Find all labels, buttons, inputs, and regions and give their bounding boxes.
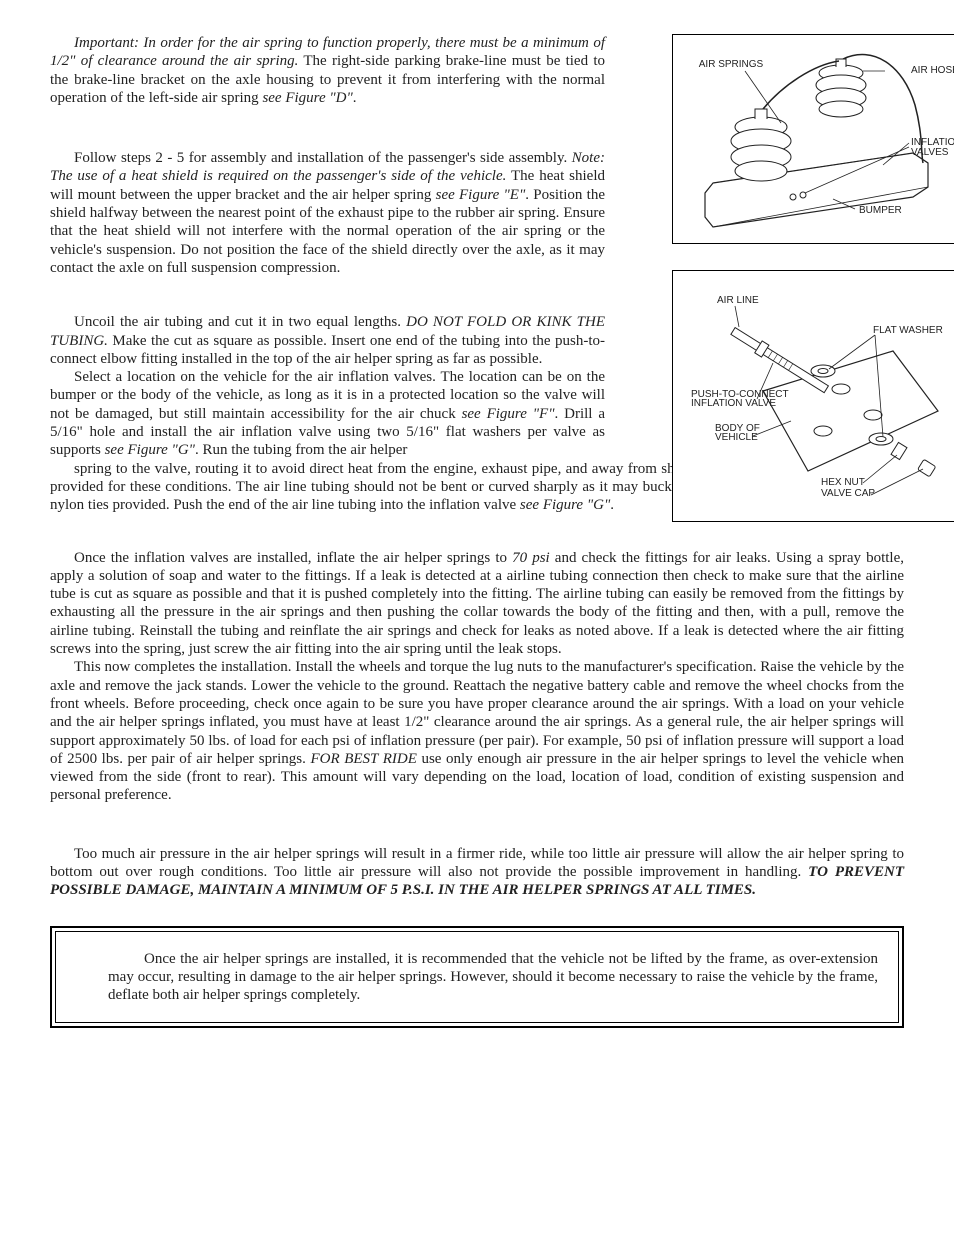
label-bumper: BUMPER xyxy=(859,205,902,216)
para-heat-shield: Follow steps 2 - 5 for assembly and inst… xyxy=(50,149,605,277)
para1-tail: . xyxy=(353,90,357,106)
para3-body: Make the cut as square as possible. Inse… xyxy=(50,333,605,367)
para6-best: FOR BEST RIDE xyxy=(310,751,416,767)
para2-lead: Follow steps 2 - 5 for assembly and inst… xyxy=(74,150,572,166)
label-inflation-valves: INFLATIONVALVES xyxy=(911,137,954,158)
para3-lead: Uncoil the air tubing and cut it in two … xyxy=(74,314,406,330)
para-tubing: Uncoil the air tubing and cut it in two … xyxy=(50,313,605,368)
notice-text: Once the air helper springs are installe… xyxy=(108,950,878,1005)
para-inflate-70psi: Once the inflation valves are installed,… xyxy=(50,549,904,659)
para-pressure-warning: Too much air pressure in the air helper … xyxy=(50,845,904,900)
label-push-valve: PUSH-TO-CONNECTINFLATION VALVE xyxy=(691,389,789,409)
notice-box: Once the air helper springs are installe… xyxy=(50,926,904,1029)
para1-ref: see Figure "D" xyxy=(262,90,352,106)
label-air-springs: AIR SPRINGS xyxy=(699,59,764,70)
para7-body: Too much air pressure in the air helper … xyxy=(50,846,904,880)
para-completion: This now completes the installation. Ins… xyxy=(50,658,904,804)
label-air-hose: AIR HOSE xyxy=(911,65,954,76)
para5-psi: 70 psi xyxy=(512,550,550,566)
figure-g: AIR LINE FLAT WASHER PUSH-TO-CONNECTINFL… xyxy=(672,270,954,522)
label-valve-cap: VALVE CAP xyxy=(821,488,875,499)
para-important: Important: In order for the air spring t… xyxy=(50,34,605,107)
figure-f: AIR SPRINGS AIR HOSE INFLATIONVALVES BUM… xyxy=(672,34,954,244)
label-body-vehicle: BODY OFVEHICLE xyxy=(715,423,760,443)
label-air-line: AIR LINE xyxy=(717,295,759,306)
para2-ref1: see Figure "E" xyxy=(436,187,526,203)
label-hex-nut: HEX NUT xyxy=(821,477,865,488)
label-flat-washer: FLAT WASHER xyxy=(873,325,943,336)
para5-body1: Once the inflation valves are installed,… xyxy=(74,550,512,566)
